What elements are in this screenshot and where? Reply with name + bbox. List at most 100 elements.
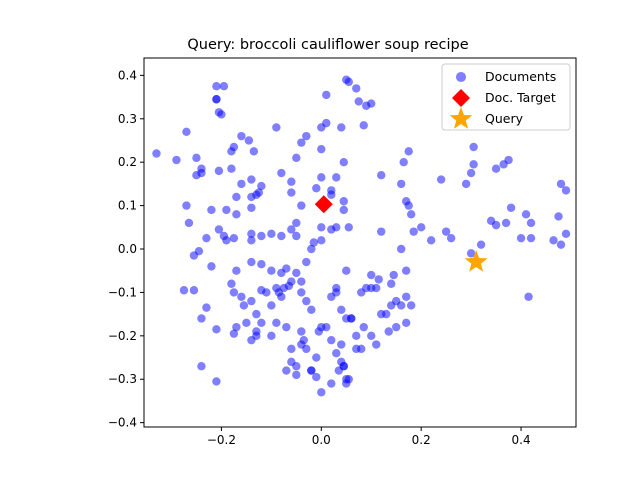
documents-point — [202, 233, 211, 243]
legend-marker-documents — [455, 71, 467, 83]
data-points — [152, 75, 571, 397]
documents-point — [292, 218, 301, 228]
y-tick-label: −0.3 — [108, 372, 137, 386]
y-tick-label: −0.1 — [108, 285, 137, 299]
documents-point — [214, 166, 224, 176]
documents-point — [297, 288, 306, 297]
documents-point — [232, 322, 241, 332]
documents-point — [252, 331, 261, 341]
documents-point — [332, 223, 341, 232]
documents-point — [207, 205, 216, 215]
documents-point — [399, 157, 408, 167]
documents-point — [237, 131, 246, 141]
x-axis: −0.2 0.0 0.2 0.4 — [207, 427, 531, 447]
x-tick-label: 0.0 — [312, 433, 331, 447]
documents-point — [222, 236, 231, 245]
documents-point — [229, 329, 239, 338]
documents-point — [247, 236, 256, 245]
documents-point — [397, 244, 406, 254]
documents-point — [242, 318, 251, 328]
documents-point — [554, 212, 563, 221]
documents-point — [292, 370, 301, 380]
documents-point — [372, 340, 381, 349]
documents-point — [227, 279, 236, 288]
documents-point — [466, 249, 476, 258]
documents-point — [292, 362, 301, 371]
documents-point — [409, 227, 418, 236]
documents-point — [229, 142, 239, 152]
documents-point — [207, 262, 216, 271]
documents-point — [247, 257, 256, 267]
documents-point — [327, 186, 336, 195]
documents-point — [521, 210, 531, 219]
documents-point — [219, 82, 229, 91]
documents-point — [277, 292, 286, 301]
y-tick-label: 0.3 — [118, 112, 137, 126]
documents-point — [441, 227, 451, 236]
documents-point — [556, 179, 566, 189]
documents-point — [549, 236, 558, 245]
documents-point — [524, 292, 533, 301]
documents-point — [212, 95, 221, 104]
documents-point — [337, 305, 346, 314]
documents-point — [312, 184, 321, 193]
documents-point — [337, 340, 346, 349]
query-point — [464, 250, 488, 272]
documents-point — [406, 301, 416, 310]
documents-point — [282, 264, 291, 273]
documents-point — [257, 260, 266, 269]
documents-point — [317, 236, 326, 245]
documents-point — [299, 335, 309, 345]
documents-point — [491, 164, 501, 173]
y-axis: −0.4 −0.3 −0.2 −0.1 0.0 0.1 0.2 0.3 0.4 — [108, 68, 144, 430]
documents-point — [384, 327, 393, 336]
documents-point — [172, 155, 181, 165]
documents-point — [327, 335, 336, 345]
documents-point — [292, 231, 301, 241]
documents-point — [212, 377, 221, 386]
documents-point — [184, 218, 194, 228]
documents-point — [267, 266, 276, 275]
documents-point — [222, 205, 231, 215]
documents-point — [401, 266, 411, 275]
documents-point — [272, 318, 281, 328]
documents-point — [322, 90, 331, 100]
documents-point — [461, 179, 471, 189]
legend-label: Documents — [485, 69, 556, 84]
plot-area — [143, 57, 577, 428]
documents-point — [277, 231, 286, 241]
documents-point — [397, 179, 406, 189]
documents-point — [339, 205, 348, 215]
documents-point — [267, 331, 276, 341]
documents-point — [516, 233, 526, 243]
y-tick-label: −0.2 — [108, 329, 137, 343]
documents-point — [197, 314, 206, 323]
documents-point — [312, 353, 321, 362]
documents-point — [189, 251, 199, 260]
documents-point — [247, 296, 256, 306]
documents-point — [367, 331, 376, 341]
documents-point — [404, 201, 413, 210]
documents-point — [197, 362, 206, 371]
documents-point — [416, 223, 426, 232]
documents-point — [436, 175, 446, 184]
documents-point — [506, 203, 516, 212]
documents-point — [337, 123, 346, 132]
documents-point — [197, 168, 206, 178]
documents-point — [267, 229, 276, 239]
documents-point — [332, 288, 341, 297]
documents-point — [317, 144, 326, 154]
documents-point — [287, 177, 296, 186]
documents-point — [254, 188, 264, 197]
documents-point — [287, 188, 296, 197]
documents-point — [374, 275, 383, 284]
documents-point — [302, 131, 311, 141]
documents-point — [561, 186, 571, 195]
documents-point — [332, 173, 341, 182]
documents-point — [182, 201, 191, 210]
documents-point — [257, 181, 266, 191]
doc-target-point — [314, 195, 333, 214]
documents-point — [317, 388, 326, 397]
documents-point — [339, 197, 348, 206]
